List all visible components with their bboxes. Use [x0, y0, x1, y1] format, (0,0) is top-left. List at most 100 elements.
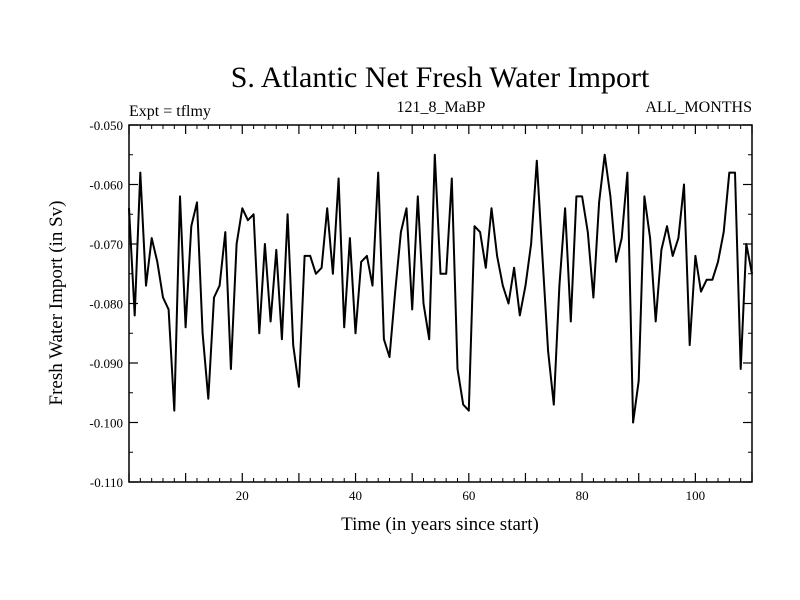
- data-point: [445, 272, 447, 275]
- y-tick-label: -0.080: [89, 297, 123, 312]
- experiment-label: Expt = tflmy: [129, 103, 211, 120]
- data-point: [275, 249, 278, 251]
- data-point: [196, 201, 198, 204]
- data-point: [541, 255, 544, 257]
- data-point: [315, 272, 317, 275]
- data-point: [286, 213, 289, 216]
- data-point: [434, 153, 436, 156]
- data-point: [349, 237, 351, 239]
- data-point: [745, 243, 748, 245]
- data-point: [705, 278, 708, 281]
- data-point: [485, 267, 487, 269]
- data-point: [700, 290, 702, 293]
- y-axis-label: Fresh Water Import (in Sv): [46, 201, 67, 406]
- data-point: [252, 213, 255, 216]
- data-point: [739, 368, 742, 370]
- data-point: [162, 296, 164, 299]
- x-tick-label: 100: [686, 488, 706, 503]
- x-tick-label: 80: [576, 488, 589, 503]
- data-point: [666, 225, 668, 227]
- data-point: [586, 231, 589, 233]
- data-point: [224, 231, 227, 233]
- data-points: [128, 153, 753, 424]
- data-point: [694, 255, 697, 257]
- data-point: [496, 255, 498, 257]
- data-point: [377, 171, 380, 174]
- data-point: [354, 332, 357, 335]
- data-point: [688, 344, 691, 346]
- data-point: [167, 308, 170, 311]
- data-point: [128, 207, 130, 210]
- data-point: [201, 332, 204, 335]
- data-point: [654, 320, 657, 323]
- data-point: [337, 177, 340, 180]
- data-point: [717, 261, 719, 263]
- data-point: [473, 225, 476, 227]
- data-point: [671, 255, 674, 257]
- y-axis: -0.110 -0.100 -0.090 -0.080 -0.070 -0.060 -0.0…: [89, 118, 752, 490]
- data-point: [184, 326, 187, 329]
- x-tick-label: 60: [462, 488, 475, 503]
- data-point: [156, 261, 159, 263]
- data-point: [677, 237, 680, 239]
- data-point: [360, 261, 363, 263]
- data-point: [552, 403, 555, 406]
- data-point: [400, 231, 402, 233]
- data-point: [734, 171, 736, 174]
- data-point: [207, 397, 210, 400]
- data-point: [309, 255, 312, 257]
- data-point: [637, 380, 640, 382]
- data-point: [428, 338, 430, 341]
- data-point: [558, 284, 561, 287]
- data-point: [615, 261, 617, 263]
- data-point: [343, 326, 346, 329]
- y-tick-label: -0.090: [89, 356, 123, 371]
- y-tick-label: -0.050: [89, 118, 123, 133]
- data-point: [530, 243, 532, 245]
- data-point: [320, 267, 323, 269]
- data-point: [711, 278, 714, 281]
- data-point: [230, 368, 232, 370]
- data-point: [281, 338, 283, 341]
- data-point: [405, 207, 408, 210]
- data-point: [479, 231, 481, 233]
- data-point: [326, 207, 329, 210]
- data-point: [626, 171, 629, 174]
- data-point: [150, 237, 153, 239]
- data-point: [620, 237, 623, 239]
- run-label: 121_8_MaBP: [397, 99, 486, 116]
- data-point: [411, 308, 413, 311]
- data-point: [632, 421, 634, 424]
- y-tick-label: -0.070: [89, 237, 123, 252]
- data-point: [598, 201, 600, 204]
- data-point: [190, 225, 193, 227]
- data-point: [524, 284, 527, 287]
- data-point: [247, 219, 249, 221]
- data-point: [451, 177, 453, 180]
- x-tick-label: 20: [236, 488, 249, 503]
- data-point: [502, 284, 504, 287]
- data-point: [456, 368, 459, 370]
- data-point: [564, 207, 566, 210]
- data-point: [535, 159, 538, 162]
- data-point: [303, 255, 306, 257]
- data-point: [145, 284, 147, 287]
- data-point: [468, 409, 470, 412]
- x-tick-label: 40: [349, 488, 362, 503]
- data-point: [292, 344, 295, 346]
- data-point: [258, 332, 261, 335]
- data-point: [173, 409, 176, 412]
- data-point: [371, 284, 374, 287]
- data-point: [264, 243, 266, 245]
- data-point: [507, 302, 510, 305]
- plot-frame: [128, 124, 753, 483]
- data-point: [649, 237, 651, 239]
- data-point: [383, 338, 385, 341]
- y-tick-label: -0.100: [89, 416, 123, 431]
- data-point: [394, 290, 396, 293]
- data-point: [218, 284, 221, 287]
- data-point: [569, 320, 572, 323]
- months-label: ALL_MONTHS: [645, 99, 752, 116]
- data-point: [518, 314, 521, 317]
